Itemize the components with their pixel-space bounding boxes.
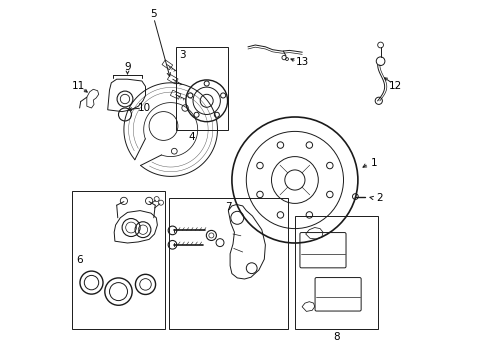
Text: 7: 7 bbox=[224, 202, 231, 212]
Bar bbox=[168, 198, 287, 329]
Bar bbox=[294, 216, 377, 329]
Text: 4: 4 bbox=[188, 132, 194, 142]
Text: 12: 12 bbox=[388, 81, 402, 91]
Bar bbox=[176, 47, 228, 130]
Text: 10: 10 bbox=[138, 103, 151, 113]
Text: 2: 2 bbox=[375, 193, 382, 203]
Text: 13: 13 bbox=[295, 57, 308, 67]
Text: 9: 9 bbox=[124, 62, 131, 72]
Text: 11: 11 bbox=[71, 81, 84, 91]
Text: 6: 6 bbox=[76, 255, 82, 265]
Text: 5: 5 bbox=[150, 9, 157, 19]
Text: 3: 3 bbox=[179, 50, 185, 60]
Text: 1: 1 bbox=[370, 158, 377, 168]
Bar bbox=[72, 191, 165, 329]
Text: 8: 8 bbox=[332, 332, 339, 342]
